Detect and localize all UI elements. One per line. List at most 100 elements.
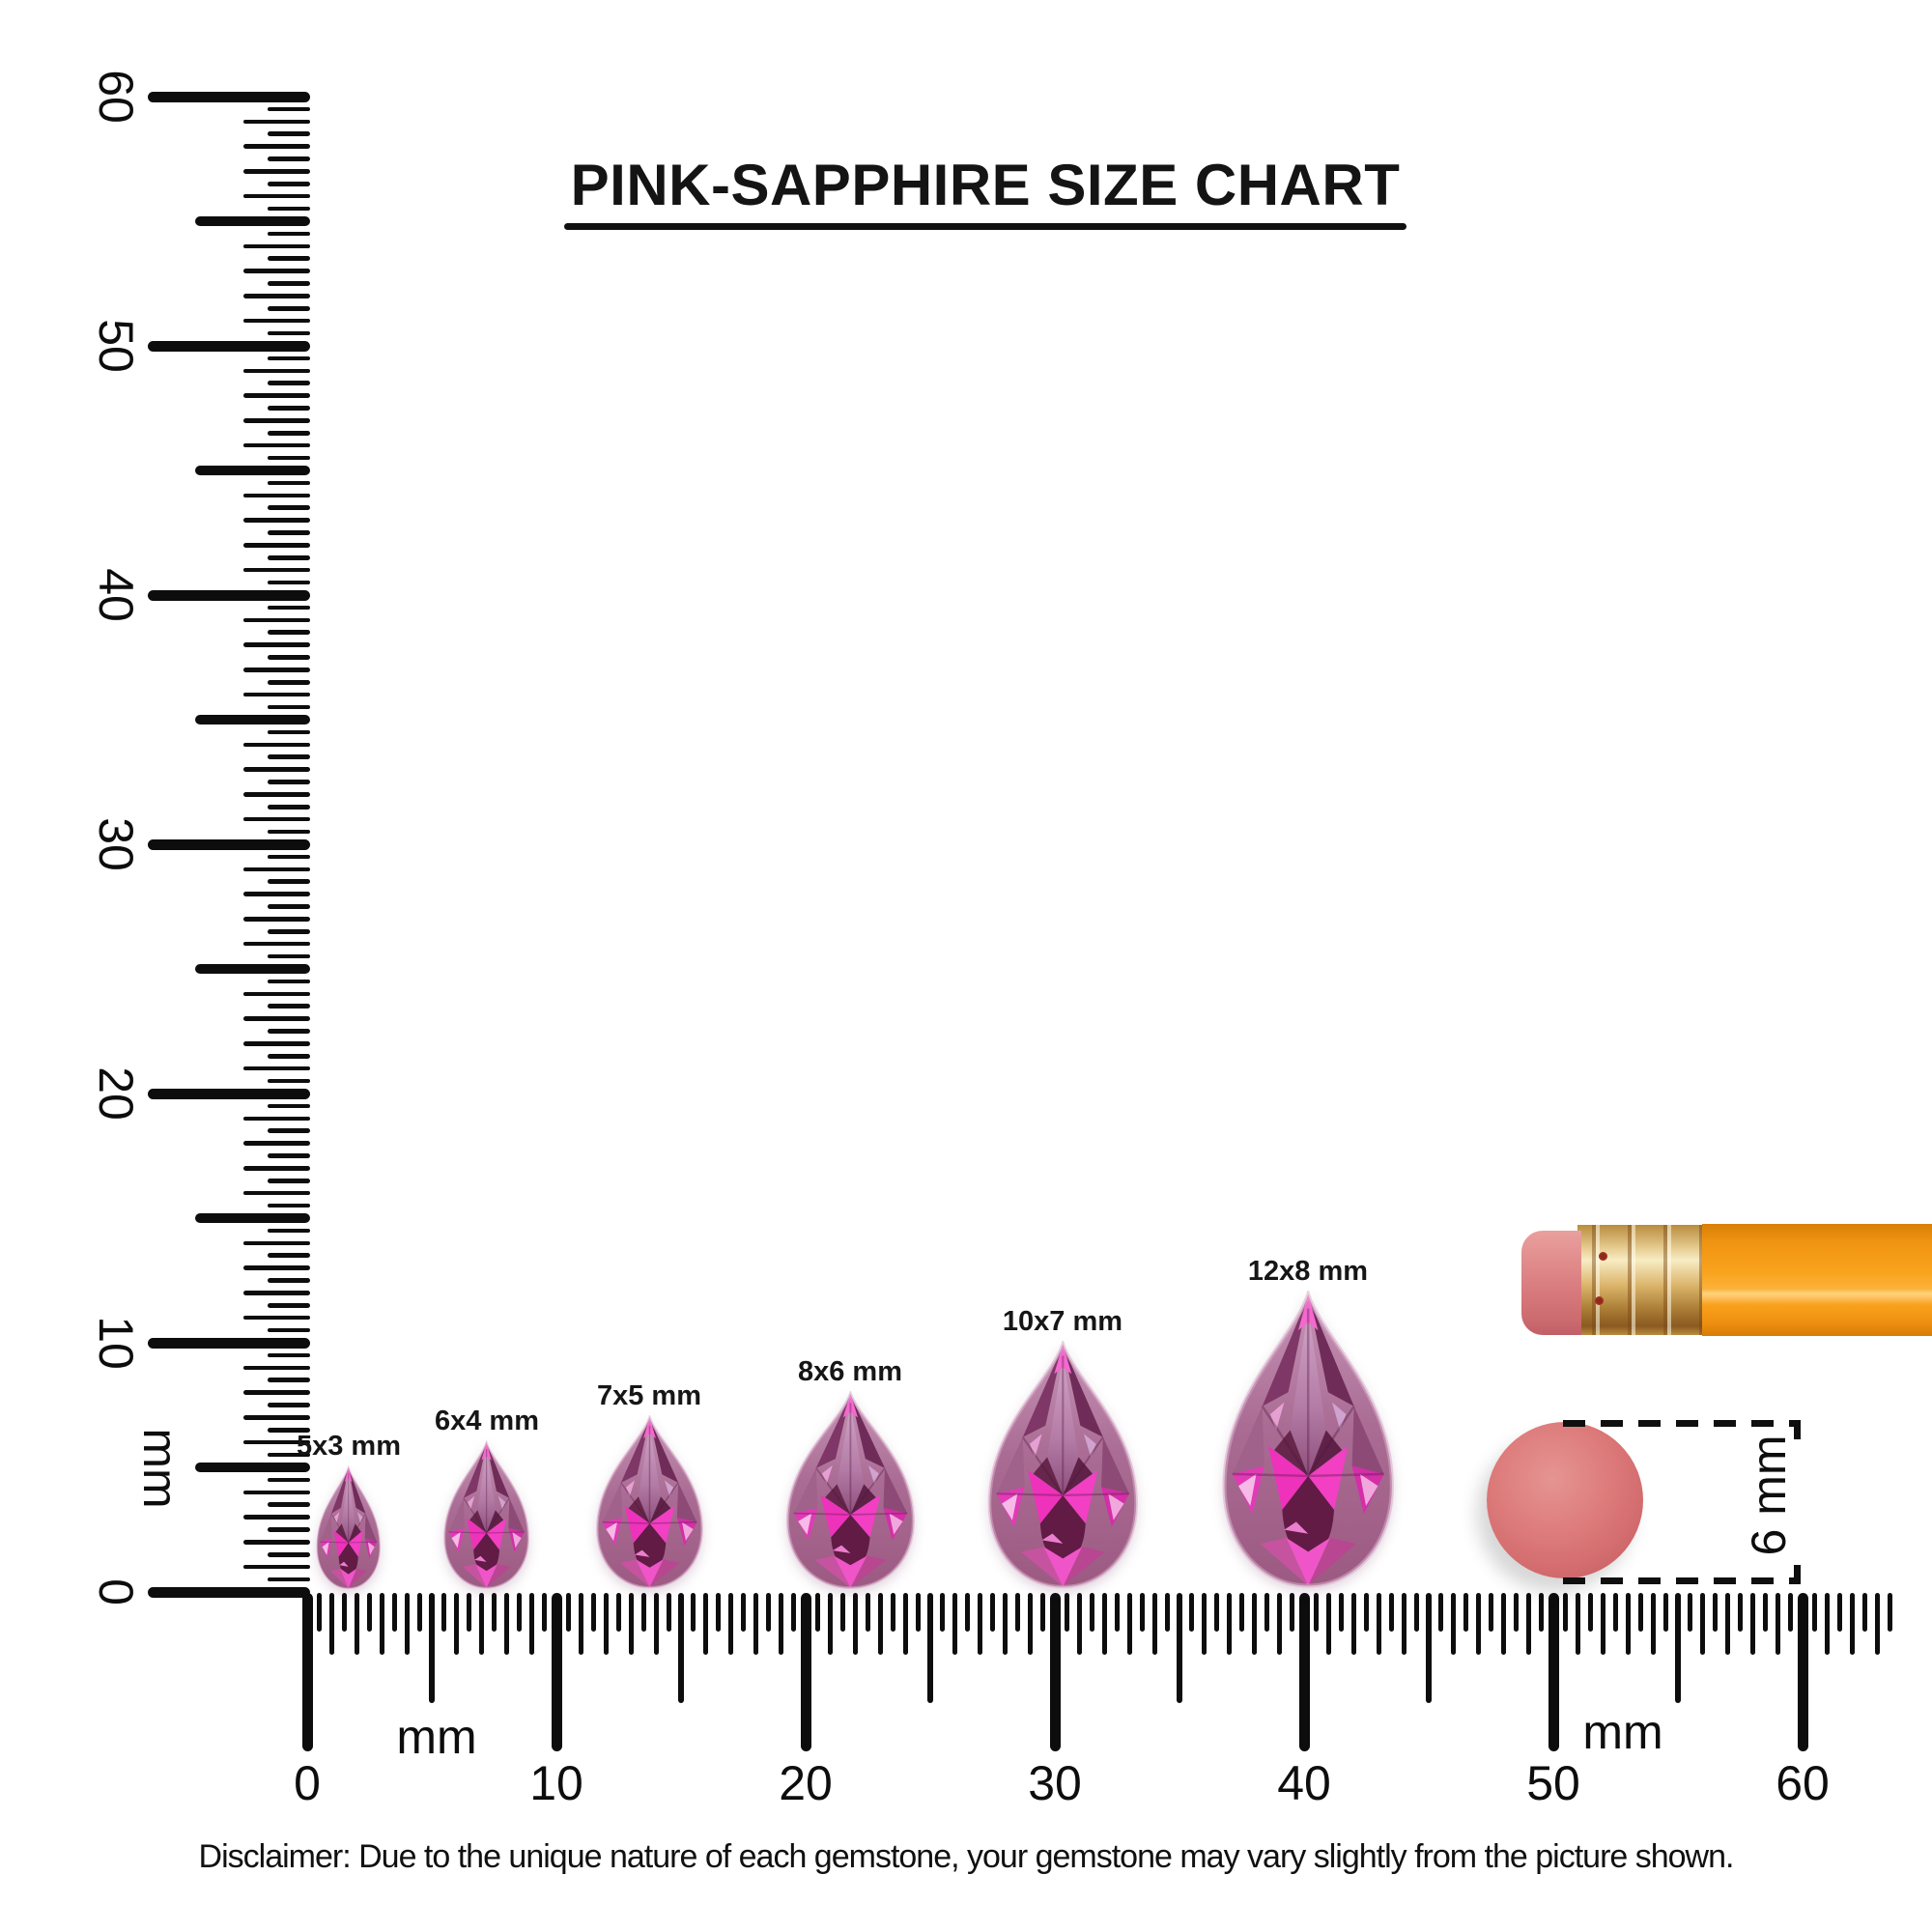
ruler-tick xyxy=(691,1593,696,1632)
ruler-tick xyxy=(1298,1593,1310,1751)
ruler-unit-label: mm xyxy=(133,1428,187,1509)
ruler-tick xyxy=(1289,1593,1294,1632)
ruler-tick xyxy=(1388,1593,1394,1632)
ruler-tick xyxy=(268,330,310,336)
ruler-tick xyxy=(1339,1593,1345,1632)
ferrule-rivet-icon xyxy=(1595,1296,1604,1305)
ruler-tick xyxy=(853,1593,859,1655)
ruler-tick xyxy=(640,1593,646,1632)
ruler-tick xyxy=(1525,1593,1531,1655)
ruler-tick xyxy=(268,1153,310,1158)
page-title: PINK-SAPPHIRE SIZE CHART xyxy=(570,153,1401,217)
measure-dash-top xyxy=(1563,1420,1801,1427)
ruler-tick xyxy=(243,1190,310,1196)
ruler-tick xyxy=(243,642,310,647)
ruler-tick xyxy=(965,1593,971,1632)
ruler-tick xyxy=(268,1378,310,1382)
ruler-tick xyxy=(990,1593,995,1632)
ruler-tick xyxy=(454,1593,460,1655)
ruler-tick xyxy=(268,854,310,860)
ruler-tick xyxy=(952,1593,958,1655)
ruler-tick xyxy=(243,767,310,772)
ruler-tick xyxy=(243,1141,310,1146)
ruler-tick xyxy=(1426,1593,1432,1703)
ruler-tick xyxy=(778,1593,783,1655)
ruler-tick xyxy=(243,1016,310,1021)
ruler-tick xyxy=(243,1240,310,1246)
ruler-tick xyxy=(268,680,310,685)
gem-size-label: 7x5 mm xyxy=(596,1380,702,1412)
ruler-tick xyxy=(367,1593,372,1632)
ruler-tick xyxy=(243,816,310,822)
ruler-tick xyxy=(148,1586,310,1598)
ruler-tick xyxy=(1548,1593,1559,1751)
ruler-tick xyxy=(268,1004,310,1009)
ruler-tick xyxy=(1351,1593,1357,1655)
ruler-tick xyxy=(1613,1593,1618,1632)
ruler-tick xyxy=(243,1540,310,1545)
ruler-tick xyxy=(243,991,310,997)
ruler-tick xyxy=(790,1593,796,1632)
ruler-tick xyxy=(591,1593,597,1632)
ruler-tick xyxy=(243,1041,310,1046)
ruler-unit-label: mm xyxy=(396,1710,477,1764)
ruler-tick xyxy=(866,1593,870,1632)
ruler-tick xyxy=(890,1593,895,1632)
ruler-tick xyxy=(1151,1593,1157,1655)
ruler-tick xyxy=(195,216,310,226)
ruler-tick xyxy=(268,455,310,461)
ruler-tick xyxy=(1563,1593,1569,1632)
ruler-tick xyxy=(1688,1593,1693,1632)
ruler-tick xyxy=(243,294,310,298)
ruler-tick xyxy=(1825,1593,1831,1655)
ruler-tick xyxy=(268,1577,310,1582)
gem-size-label: 5x3 mm xyxy=(296,1431,402,1462)
ruler-tick xyxy=(551,1593,562,1751)
ruler-tick xyxy=(1115,1593,1120,1632)
ruler-tick xyxy=(268,1029,310,1034)
ruler-tick xyxy=(653,1593,659,1655)
ruler-number: 60 xyxy=(1776,1756,1830,1810)
ruler-tick xyxy=(268,704,310,710)
ruler-tick xyxy=(1227,1593,1233,1655)
ruler-tick xyxy=(1463,1593,1469,1632)
gem-size-label: 12x8 mm xyxy=(1247,1256,1369,1288)
ruler-tick xyxy=(1376,1593,1381,1655)
disclaimer-text: Disclaimer: Due to the unique nature of … xyxy=(198,1838,1735,1875)
ruler-tick xyxy=(243,1415,310,1420)
ruler-tick xyxy=(243,617,310,623)
ruler-tick xyxy=(268,580,310,585)
ruler-number: 30 xyxy=(1028,1756,1082,1810)
gemstone xyxy=(776,1390,925,1590)
ruler-tick xyxy=(391,1593,397,1632)
gem-size-label: 8x6 mm xyxy=(797,1355,903,1387)
ruler-tick xyxy=(243,393,310,398)
ruler-number: 20 xyxy=(779,1756,833,1810)
ruler-tick xyxy=(243,1365,310,1371)
ruler-tick xyxy=(268,1203,310,1208)
ruler-tick xyxy=(716,1593,722,1632)
ruler-tick xyxy=(243,867,310,872)
ruler-tick xyxy=(1413,1593,1419,1632)
pencil-eraser xyxy=(1521,1231,1581,1335)
pear-gemstone xyxy=(987,1341,1138,1589)
ruler-number: 0 xyxy=(294,1756,321,1810)
measure-dash-end xyxy=(1794,1420,1801,1439)
ruler-tick xyxy=(1588,1593,1594,1632)
ruler-tick xyxy=(1700,1593,1706,1655)
ruler-tick xyxy=(1489,1593,1493,1632)
pencil-body xyxy=(1702,1224,1932,1336)
ruler-tick xyxy=(243,318,310,324)
ruler-tick xyxy=(467,1593,472,1632)
ruler-tick xyxy=(1239,1593,1244,1632)
ruler-tick xyxy=(148,1088,310,1099)
ruler-tick xyxy=(148,340,310,352)
ruler-tick xyxy=(765,1593,771,1632)
ruler-tick xyxy=(268,231,310,237)
measure-dash-bottom xyxy=(1563,1577,1801,1584)
ruler-tick xyxy=(1850,1593,1856,1655)
ruler-tick xyxy=(1513,1593,1519,1632)
ruler-tick xyxy=(317,1593,323,1632)
ruler-tick xyxy=(1177,1593,1182,1703)
ruler-tick xyxy=(268,1078,310,1084)
